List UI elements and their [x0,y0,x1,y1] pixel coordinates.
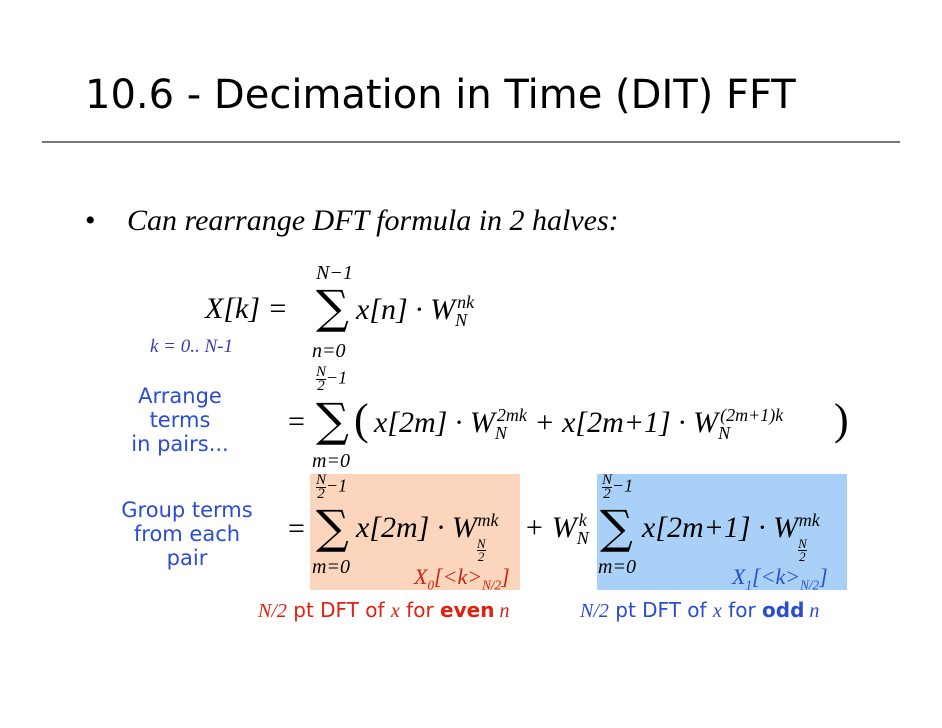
eq1-range: k = 0.. N-1 [150,336,234,357]
seg: for [721,598,763,622]
eq2-equals: = [288,405,305,438]
close: ] [501,564,510,589]
label-line: Group terms [121,498,253,522]
eq2-terms: x[2m] · WN2mk + x[2m+1] · WN(2m+1)k [374,405,783,444]
eq1-upper: N−1 [316,262,353,284]
rest: −1 [326,475,348,496]
eq3-term1: x[2m] · W N 2 mk [356,510,499,563]
seg: x [390,600,400,622]
x1-label: X1[<k>N/2] [732,564,828,593]
term: x[2m+1] · W [642,511,799,544]
eq1-sigma: ∑ [316,280,349,334]
seg: N/2 [258,600,287,622]
sup: k [578,510,587,530]
term: x[2m] · W [374,406,495,439]
sub: N [494,423,507,443]
den: 2 [477,549,485,564]
main: X [732,564,746,589]
eq2-label: Arrange terms in pairs... [120,384,240,456]
open: [<k> [434,564,483,589]
label-line: Arrange [138,384,222,408]
num: N [602,472,613,488]
eq3-mid: + WNk [524,510,589,549]
caption-odd: N/2 pt DFT of x for odd n [580,598,819,623]
bullet-dot: • [85,204,96,237]
den: 2 [317,378,325,394]
sub: 0 [427,577,435,593]
x0-label: X0[<k>N/2] [414,564,510,593]
eq3-lower2: m=0 [598,556,636,578]
even-box [310,474,520,590]
odd-box [597,474,847,590]
label-line: terms [149,408,211,432]
eq3-upper2: N 2 −1 [602,472,634,502]
sub: N/2 [482,577,502,593]
den: 2 [603,486,611,502]
sub: N [576,528,589,548]
open: [<k> [752,564,801,589]
sup: mk [477,510,499,530]
rest: −1 [326,367,348,388]
label-line: in pairs... [131,432,229,456]
sup: 2mk [496,405,527,425]
num: N [316,472,327,488]
eq1-lower: n=0 [312,340,346,362]
eq3-equals: = [288,512,305,545]
term: x[2m] · W [356,511,477,544]
eq3-lower: m=0 [312,556,350,578]
close: ] [819,564,828,589]
sup: (2m+1)k [720,405,784,425]
eq2-open: ( [354,395,369,444]
eq3-upper: N 2 −1 [316,472,348,502]
eq2-close: ) [834,395,849,444]
den: 2 [317,486,325,502]
seg: n [804,600,820,622]
eq1-lhs: X[k] = [205,292,288,325]
eq3-sigma2: ∑ [600,500,633,554]
caption-even: N/2 pt DFT of x for even n [258,598,509,623]
seg: for [399,598,441,622]
sub: 1 [745,577,753,593]
seg: pt DFT of [286,598,391,622]
seg: N/2 [580,600,609,622]
sup: mk [798,510,820,530]
sub: N/2 [800,577,820,593]
term: + W [524,511,577,544]
seg: even [440,598,495,622]
eq3-label: Group terms from each pair [112,498,262,570]
seg: n [494,600,510,622]
sub: N [718,423,731,443]
label-line: pair [166,546,208,570]
seg: pt DFT of [608,598,713,622]
num: N [316,364,327,380]
eq3-sigma: ∑ [316,500,349,554]
slide-title: 10.6 - Decimation in Time (DIT) FFT [85,72,796,118]
eq2-lower: m=0 [312,450,350,472]
title-rule [42,141,900,143]
num: N [476,536,486,551]
den: 2 [799,549,806,564]
eq1-term-text: x[n] · W [356,293,456,326]
eq2-upper: N 2 −1 [316,364,348,394]
eq1-term: x[n] · WNnk [356,292,474,331]
term: + x[2m+1] · W [534,406,719,439]
eq1-sup: nk [457,292,475,312]
main: X [414,564,428,589]
label-line: from each [133,522,241,546]
seg: odd [762,598,805,622]
rest: −1 [612,475,634,496]
num: N [798,536,807,551]
eq1-sub: N [455,310,468,330]
bullet-text: Can rearrange DFT formula in 2 halves: [127,204,619,237]
seg: x [712,600,722,622]
eq2-sigma: ∑ [316,393,349,447]
eq3-term2: x[2m+1] · W N 2 mk [642,510,820,563]
